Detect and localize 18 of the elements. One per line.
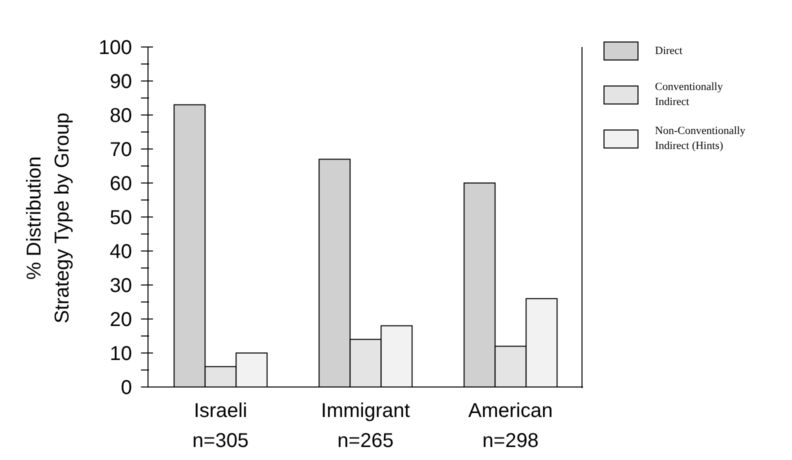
y-tick-label: 50 xyxy=(110,207,132,229)
y-tick-label: 10 xyxy=(110,343,132,365)
y-tick-label: 70 xyxy=(110,139,132,161)
y-tick-label: 90 xyxy=(110,71,132,93)
y-tick-label: 80 xyxy=(110,105,132,127)
y-tick-label: 0 xyxy=(120,377,132,399)
legend-label: Non-Conventionally Indirect (Hints) xyxy=(655,124,746,154)
x-tick-label: Israeli n=305 xyxy=(192,400,249,452)
y-tick-label: 30 xyxy=(110,275,132,297)
y-tick-label: 20 xyxy=(110,309,132,331)
y-tick-label: 60 xyxy=(110,173,132,195)
y-axis-title: % Distribution Strategy Type by Group xyxy=(22,112,74,323)
x-tick-label: American n=298 xyxy=(468,400,553,452)
legend-label: Direct xyxy=(655,44,682,58)
legend-label: Conventionally Indirect xyxy=(655,80,723,110)
y-tick-label: 100 xyxy=(98,37,132,59)
y-tick-label: 40 xyxy=(110,241,132,263)
x-tick-label: Immigrant n=265 xyxy=(321,400,410,452)
